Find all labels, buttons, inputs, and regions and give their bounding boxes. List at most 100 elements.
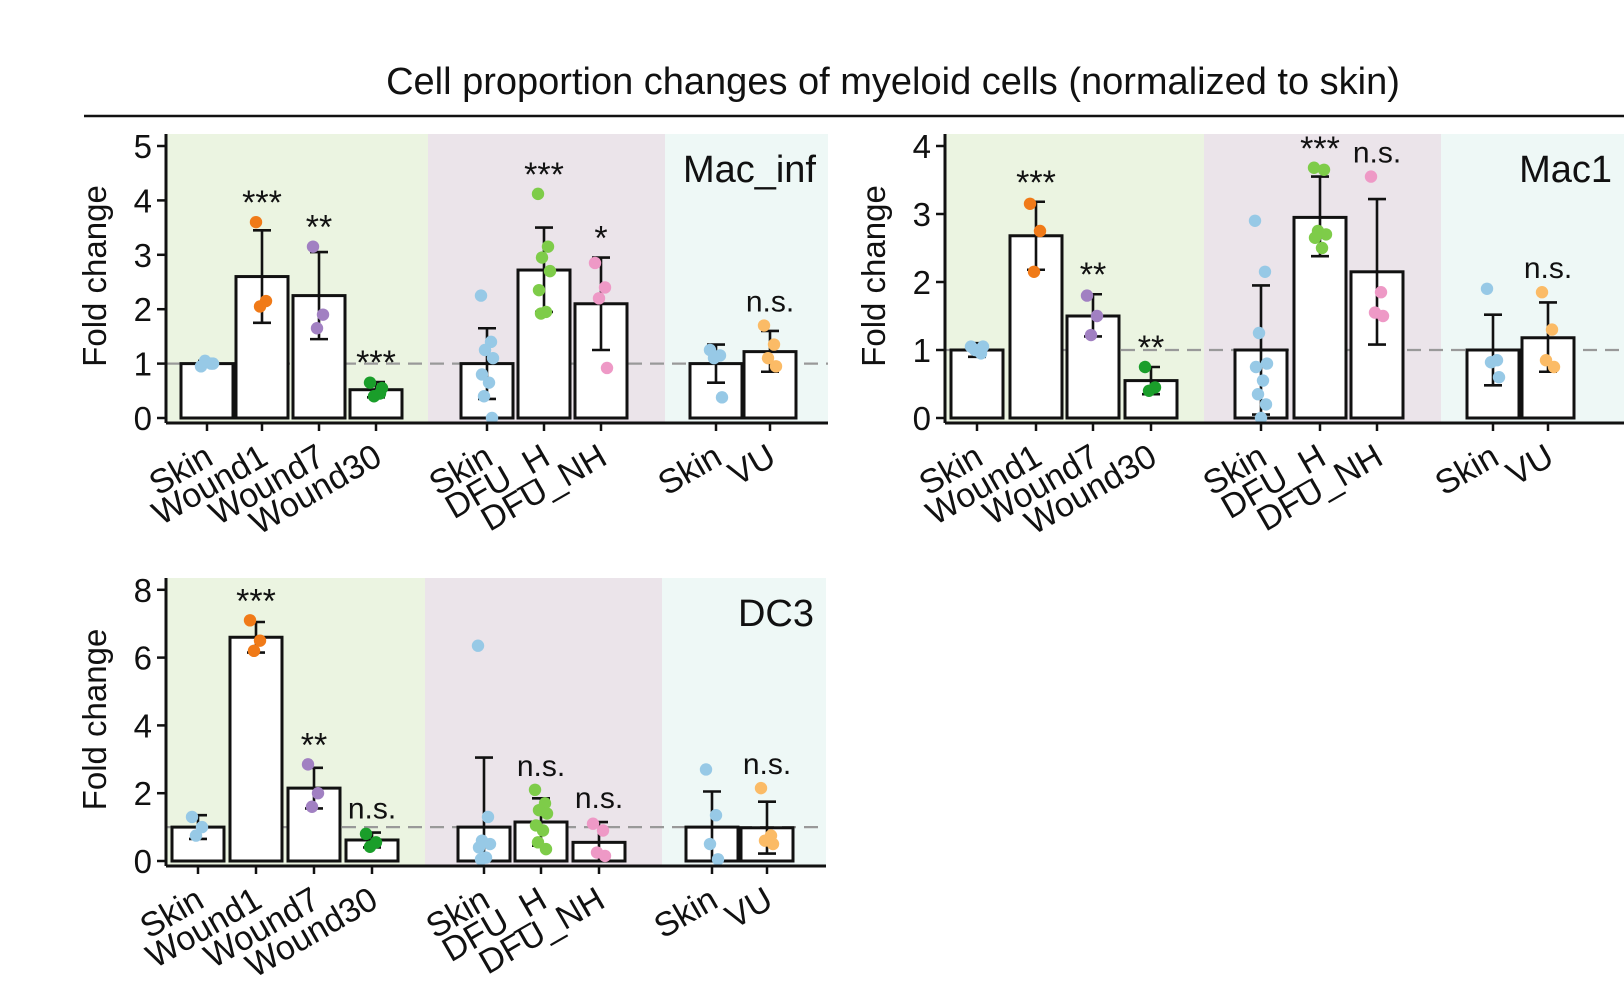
mac-inf-g1-wound7-point	[316, 308, 330, 321]
dc3-g3-skin-point	[703, 837, 717, 851]
dc3-g3-vu-tick-label: VU	[719, 880, 779, 937]
mac1-y-tick-label: 4	[913, 128, 931, 165]
mac1-g1-wound1-point	[1033, 224, 1047, 238]
mac-inf-g2-dfu-nh-point	[600, 361, 614, 375]
mac1-g2-dfu-h-point	[1319, 228, 1333, 241]
dc3-g1-wound7-significance: **	[301, 726, 327, 764]
mac1-g2-dfu-h-point	[1317, 163, 1331, 176]
mac1-g2-dfu-nh-significance: n.s.	[1353, 137, 1401, 170]
dc3-g1-wound30-significance: n.s.	[348, 793, 396, 826]
mac-inf-g2-dfu-nh-point	[598, 281, 612, 294]
mac1-g3-skin-error-bar	[1484, 313, 1502, 387]
mac-inf-g1-wound30-significance: ***	[356, 344, 396, 382]
dc3-g2-dfu-nh-significance: n.s.	[575, 782, 623, 815]
mac-inf-g2-dfu-h-point	[531, 187, 545, 201]
dc3-y-axis-label: Fold change	[76, 629, 113, 811]
mac1-g3-vu-point	[1545, 323, 1559, 336]
panel-mac-inf: Skin***Wound1**Wound7***Wound30 Skin***DF…	[76, 128, 828, 542]
mac-inf-g2-skin-point	[482, 376, 496, 389]
dc3-g3-vu-point	[754, 781, 768, 795]
mac-inf-y-tick-label: 2	[134, 291, 152, 328]
dc3-g2-dfu-h-point	[540, 807, 554, 820]
dc3-g2-skin-point	[483, 837, 497, 851]
mac-inf-g3-vu-point	[767, 338, 781, 351]
mac1-g2-skin-point	[1248, 214, 1262, 227]
mac1-g3-skin-point	[1484, 356, 1498, 369]
dc3-g1-wound30-point	[359, 827, 373, 841]
mac-inf-g1-wound1-point	[253, 300, 267, 313]
mac-inf-y-tick-label: 4	[134, 182, 152, 219]
mac-inf-panel-title: Mac_inf	[683, 149, 816, 191]
mac-inf-g2-dfu-h-point	[535, 251, 549, 264]
mac1-g1-wound1-point	[1027, 265, 1041, 278]
mac-inf-g2-skin-point	[478, 343, 492, 357]
dc3-g2-skin-point	[472, 841, 486, 854]
mac-inf-g2-skin-point	[477, 390, 491, 403]
dc3-g1-skin-point	[189, 829, 203, 842]
mac-inf-y-tick-label: 1	[134, 346, 152, 383]
mac-inf-g3-vu-tick-label: VU	[722, 437, 782, 494]
dc3-g3-skin-point	[709, 809, 723, 822]
mac1-g2-skin-point	[1259, 398, 1273, 411]
mac-inf-g3-vu-point	[761, 351, 775, 365]
mac-inf-g2-dfu-h-significance: ***	[524, 156, 564, 194]
mac1-g1-skin-point	[976, 340, 990, 353]
mac-inf-g1-wound7-point	[306, 240, 320, 253]
mac1-g2-skin-point	[1260, 357, 1274, 370]
mac1-g1-wound7-significance: **	[1080, 256, 1106, 294]
dc3-g1-wound1-point	[243, 614, 257, 627]
mac1-g1-wound1-bar	[1008, 234, 1064, 420]
mac1-g3-skin-tick-label: Skin	[1429, 437, 1505, 503]
mac-inf-g2-skin-point	[475, 368, 489, 381]
mac-inf-g3-vu-point	[757, 319, 771, 332]
mac-inf-g1-wound30-point	[375, 381, 389, 395]
mac-inf-g1-wound7-significance: **	[306, 209, 332, 247]
mac1-g1-wound1-point	[1023, 197, 1037, 210]
mac-inf-g2-dfu-nh-point	[588, 256, 602, 270]
mac1-g1-skin-bar	[949, 348, 1005, 420]
mac1-g1-wound7-point	[1084, 328, 1098, 342]
mac1-g1-wound1-significance: ***	[1016, 164, 1056, 202]
mac-inf-g2-skin-point	[486, 351, 500, 365]
mac1-g2-skin-point	[1258, 265, 1272, 278]
dc3-g2-dfu-nh-point	[586, 817, 600, 830]
mac1-g1-wound30-point	[1138, 360, 1152, 374]
dc3-g2-skin-point	[474, 853, 488, 866]
mac-inf-g2-dfu-h-point	[541, 240, 555, 253]
mac1-g3-vu-tick-label: VU	[1500, 437, 1560, 494]
mac-inf-g3-skin-point	[715, 391, 729, 404]
mac1-panel-title: Mac1	[1519, 149, 1612, 191]
dc3-g2-skin-point	[471, 639, 485, 652]
dc3-group-bg-3	[662, 578, 826, 866]
mac1-g2-skin-point	[1249, 360, 1263, 374]
dc3-g1-wound1-point	[247, 644, 261, 658]
mac-inf-g2-dfu-h-point	[543, 264, 557, 278]
dc3-g1-wound1-point	[253, 634, 267, 647]
mac1-y-axis-label: Fold change	[855, 185, 892, 367]
mac1-y-tick-label: 2	[913, 264, 931, 301]
dc3-g3-skin-tick-label: Skin	[648, 880, 724, 946]
dc3-g2-dfu-h-significance: n.s.	[517, 750, 565, 783]
mac1-g3-skin-point	[1492, 371, 1506, 384]
mac-inf-g1-wound30-point	[367, 390, 381, 403]
dc3-y-tick-label: 4	[134, 707, 152, 744]
mac-inf-y-tick-label: 3	[134, 237, 152, 274]
dc3-g1-wound7-point	[305, 800, 319, 813]
mac1-g2-skin-point	[1254, 411, 1268, 425]
dc3-g2-skin-point	[481, 810, 495, 824]
dc3-g1-wound1-bar	[228, 635, 284, 863]
mac-inf-g3-skin-tick-label: Skin	[652, 437, 728, 503]
mac-inf-y-axis-label: Fold change	[76, 185, 113, 367]
mac1-g2-dfu-nh-point	[1374, 286, 1388, 299]
dc3-g1-skin-point	[185, 810, 199, 824]
mac1-y-tick-label: 0	[913, 400, 931, 437]
mac1-g2-dfu-h-significance: ***	[1300, 130, 1340, 168]
mac1-g1-wound7-point	[1090, 309, 1104, 323]
mac-inf-g1-skin-bar	[179, 362, 235, 420]
dc3-y-tick-label: 2	[134, 775, 152, 812]
mac1-g2-dfu-nh-point	[1364, 170, 1378, 183]
mac-inf-g3-vu-point	[769, 360, 783, 373]
mac1-g3-vu-point	[1535, 286, 1549, 299]
mac-inf-y-tick-label: 5	[134, 128, 152, 165]
